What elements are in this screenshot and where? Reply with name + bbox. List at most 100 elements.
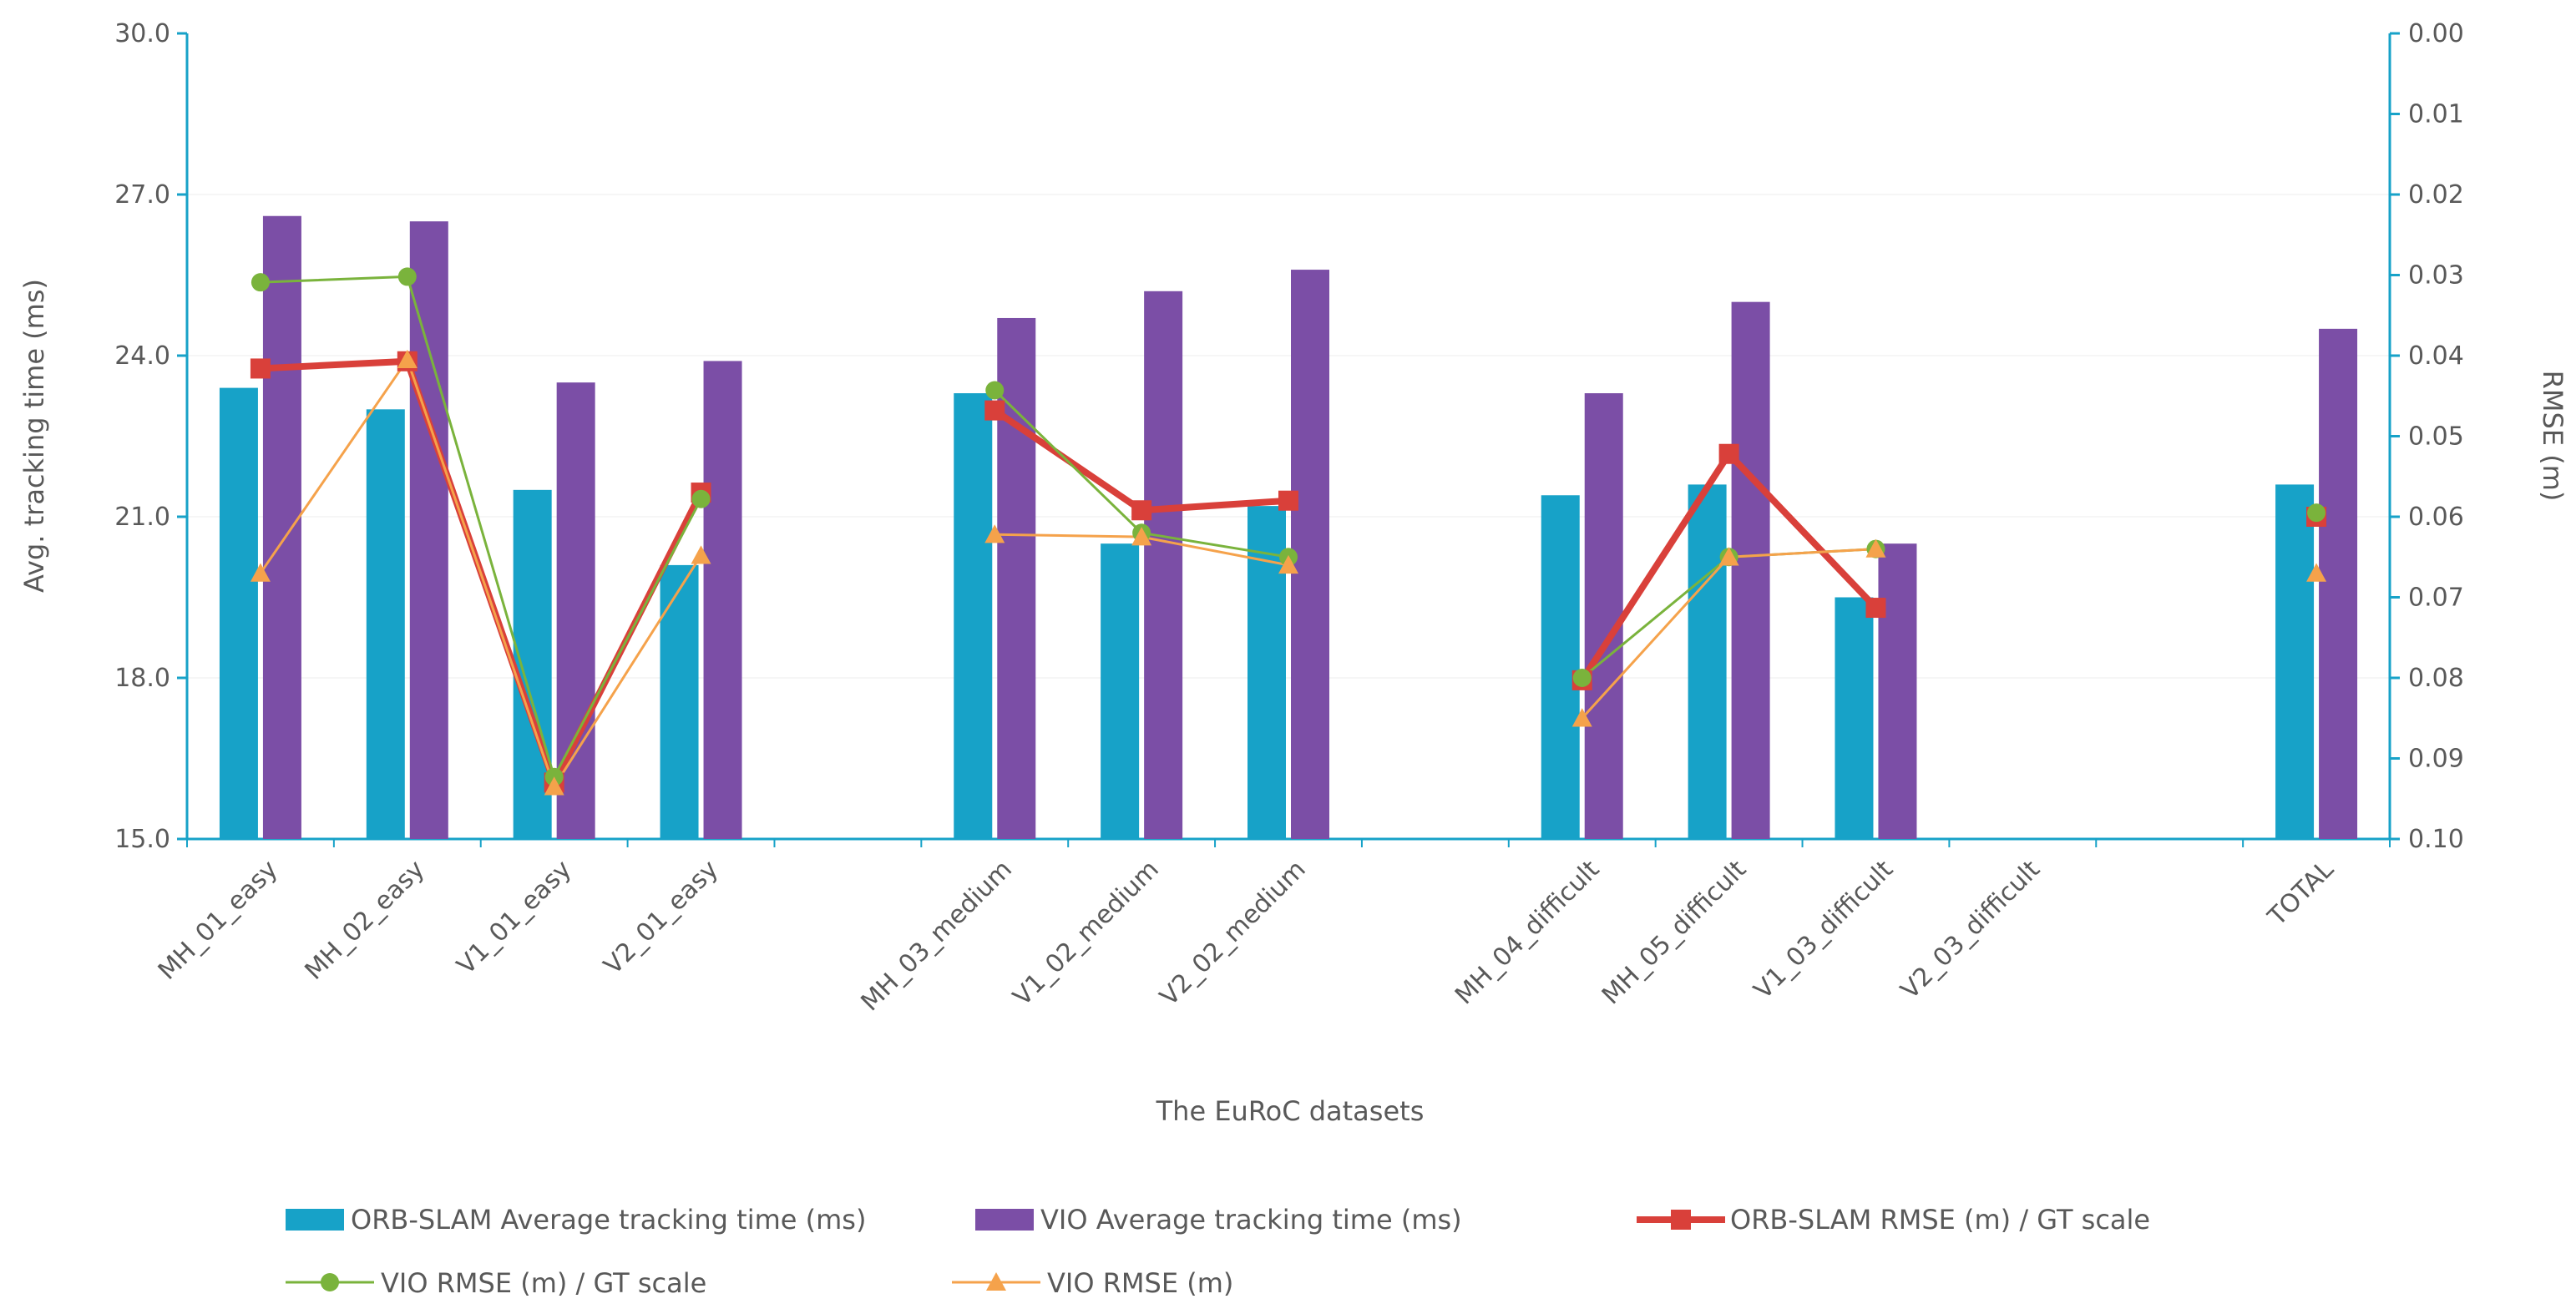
legend-item-orb-time: ORB-SLAM Average tracking time (ms) [286, 1204, 866, 1236]
point-vio-rmse-gt [397, 267, 417, 286]
y-tick-label: 15.0 [114, 825, 170, 854]
legend-marker-vio-rmse [986, 1272, 1006, 1291]
y-axis-title: Avg. tracking time (ms) [18, 279, 50, 593]
point-vio-rmse [1278, 554, 1298, 574]
y-tick-label: 27.0 [114, 180, 170, 210]
y-tick-label: 18.0 [114, 664, 170, 693]
category-labels: MH_01_easy MH_02_easy V1_01_easy V2_01_easy… [153, 839, 2391, 1017]
point-vio-rmse [691, 545, 711, 564]
y2-tick-label: 0.05 [2408, 422, 2464, 452]
y2-tick-label: 0.03 [2408, 261, 2464, 291]
point-orb-slam-rmse [1865, 598, 1886, 619]
y-tick-label: 21.0 [114, 503, 170, 532]
point-vio-rmse [1571, 708, 1592, 727]
point-vio-rmse [397, 349, 418, 369]
x-axis-title: The EuRoC datasets [1156, 1095, 1425, 1127]
point-vio-rmse [1865, 538, 1886, 558]
lines [250, 267, 2327, 796]
legend-label-orb-rmse: ORB-SLAM RMSE (m) / GT scale [1730, 1204, 2150, 1236]
x-category-label: MH_05_difficult [1597, 855, 1753, 1011]
bar-vio-time [1144, 291, 1183, 839]
bars [219, 215, 2358, 840]
legend-swatch-orb-time [286, 1209, 344, 1231]
line-orb-slam-rmse [993, 407, 1289, 514]
line-orb-slam-rmse [1579, 450, 1879, 683]
point-orb-slam-rmse [1131, 500, 1152, 521]
legend-item-vio-time: VIO Average tracking time (ms) [975, 1204, 1462, 1236]
point-vio-rmse [1718, 547, 1739, 566]
legend-label-vio-rmse-gt: VIO RMSE (m) / GT scale [381, 1267, 706, 1299]
legend-label-orb-time: ORB-SLAM Average tracking time (ms) [351, 1204, 866, 1236]
bar-vio-time [262, 215, 301, 839]
y2-tick-label: 0.02 [2408, 180, 2464, 210]
bar-orb-slam-time [660, 564, 699, 839]
legend-label-vio-time: VIO Average tracking time (ms) [1040, 1204, 1462, 1236]
x-category-label: V2_02_medium [1155, 855, 1312, 1012]
legend-swatch-vio-time [975, 1209, 1034, 1231]
bar-vio-time [1731, 301, 1770, 840]
x-category-label: V1_02_medium [1008, 855, 1165, 1012]
bar-orb-slam-time [1101, 543, 1140, 839]
x-category-label: MH_04_difficult [1450, 855, 1606, 1011]
point-orb-slam-rmse [1278, 490, 1298, 511]
point-orb-slam-rmse [250, 358, 271, 379]
point-vio-rmse-gt [2307, 503, 2326, 523]
y2-tick-label: 0.01 [2408, 100, 2464, 129]
y2-tick-label: 0.06 [2408, 503, 2464, 532]
bar-orb-slam-time [954, 393, 993, 839]
bar-vio-time [997, 317, 1036, 839]
point-orb-slam-rmse [984, 400, 1005, 421]
y2-tick-label: 0.07 [2408, 584, 2464, 613]
legend-item-vio-rmse: VIO RMSE (m) [952, 1267, 1233, 1299]
bar-orb-slam-time [219, 387, 258, 840]
y2-tick-label: 0.04 [2408, 341, 2464, 371]
legend-item-vio-rmse-gt: VIO RMSE (m) / GT scale [286, 1267, 706, 1299]
y2-axis-title: RMSE (m) [2537, 371, 2568, 502]
y2-tick-label: 0.00 [2408, 19, 2464, 48]
point-vio-rmse-gt [251, 273, 270, 292]
x-category-label: TOTAL [2262, 855, 2340, 932]
grid [187, 194, 2390, 679]
point-vio-rmse [2306, 563, 2327, 582]
legend-marker-orb-rmse [1671, 1210, 1691, 1230]
point-vio-rmse [544, 776, 564, 796]
point-vio-rmse-gt [1572, 669, 1592, 687]
legend-marker-vio-rmse-gt [321, 1273, 339, 1291]
bar-orb-slam-time [1688, 484, 1727, 839]
bar-vio-time [409, 221, 448, 840]
legend-item-orb-rmse: ORB-SLAM RMSE (m) / GT scale [1637, 1204, 2150, 1236]
point-vio-rmse-gt [985, 381, 1005, 400]
y-tick-label: 30.0 [114, 19, 170, 48]
line-vio-rmse-gt [260, 275, 702, 779]
legend-label-vio-rmse: VIO RMSE (m) [1047, 1267, 1233, 1299]
bar-vio-time [1584, 393, 1623, 839]
bar-vio-time [703, 361, 742, 839]
bar-orb-slam-time [1835, 597, 1874, 839]
y-axis-ticks: 15.0 18.0 21.0 24.0 27.0 30.0 [114, 19, 187, 854]
y-tick-label: 24.0 [114, 341, 170, 371]
bar-vio-time [1878, 543, 1917, 839]
legend: ORB-SLAM Average tracking time (ms) VIO … [286, 1204, 2150, 1299]
point-orb-slam-rmse [1718, 443, 1739, 464]
x-category-label: MH_02_easy [300, 855, 431, 986]
y2-tick-label: 0.10 [2408, 825, 2464, 854]
y2-tick-label: 0.09 [2408, 745, 2464, 774]
point-vio-rmse [984, 524, 1005, 543]
line-vio-rmse [259, 358, 702, 788]
x-category-label: V1_01_easy [452, 855, 578, 981]
y2-tick-label: 0.08 [2408, 664, 2464, 693]
y2-axis-ticks: 0.00 0.01 0.02 0.03 0.04 0.05 0.06 0.07 0.08 0.09… [2390, 19, 2464, 854]
point-vio-rmse [250, 563, 271, 582]
point-vio-rmse-gt [691, 489, 711, 508]
bar-orb-slam-time [1541, 495, 1580, 839]
x-category-label: MH_01_easy [153, 855, 284, 986]
x-category-label: MH_03_medium [856, 855, 1018, 1017]
bar-vio-time [1291, 270, 1329, 840]
x-category-label: V2_01_easy [599, 855, 725, 981]
bar-vio-time [2319, 328, 2358, 839]
x-category-label: V2_03_difficult [1895, 855, 2046, 1005]
x-category-label: V1_03_difficult [1749, 855, 1899, 1005]
bar-orb-slam-time [366, 409, 405, 839]
bar-orb-slam-time [2275, 484, 2315, 839]
